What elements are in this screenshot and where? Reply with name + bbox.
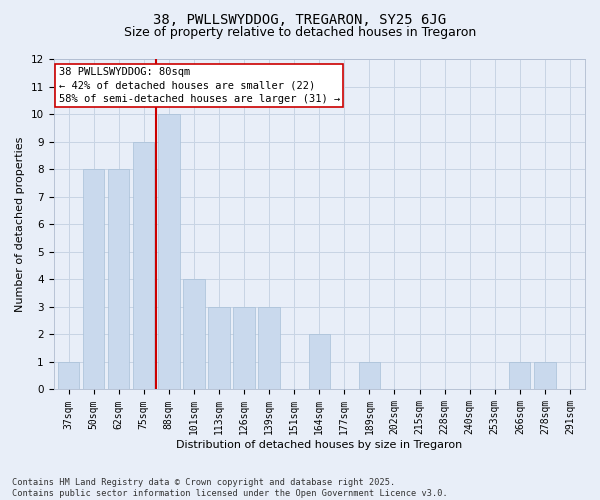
Y-axis label: Number of detached properties: Number of detached properties — [15, 136, 25, 312]
Bar — [158, 114, 179, 390]
Text: Contains HM Land Registry data © Crown copyright and database right 2025.
Contai: Contains HM Land Registry data © Crown c… — [12, 478, 448, 498]
X-axis label: Distribution of detached houses by size in Tregaron: Distribution of detached houses by size … — [176, 440, 463, 450]
Bar — [509, 362, 530, 390]
Bar — [259, 307, 280, 390]
Text: 38, PWLLSWYDDOG, TREGARON, SY25 6JG: 38, PWLLSWYDDOG, TREGARON, SY25 6JG — [154, 12, 446, 26]
Bar — [233, 307, 255, 390]
Text: Size of property relative to detached houses in Tregaron: Size of property relative to detached ho… — [124, 26, 476, 39]
Bar — [133, 142, 154, 390]
Bar — [108, 169, 130, 390]
Bar — [83, 169, 104, 390]
Bar — [183, 280, 205, 390]
Bar — [208, 307, 230, 390]
Text: 38 PWLLSWYDDOG: 80sqm
← 42% of detached houses are smaller (22)
58% of semi-deta: 38 PWLLSWYDDOG: 80sqm ← 42% of detached … — [59, 68, 340, 104]
Bar — [58, 362, 79, 390]
Bar — [359, 362, 380, 390]
Bar — [534, 362, 556, 390]
Bar — [308, 334, 330, 390]
